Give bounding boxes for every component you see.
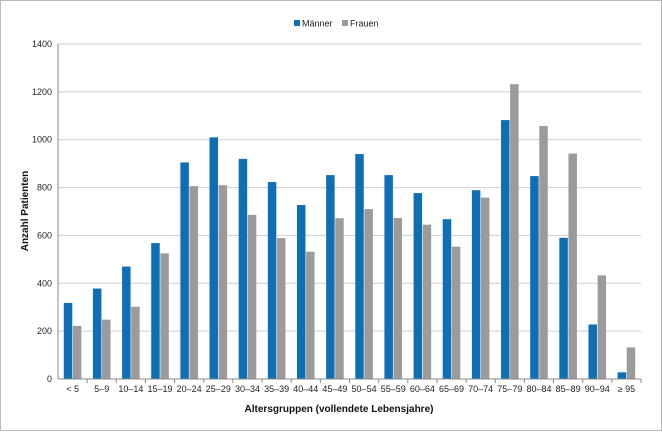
legend-label-frauen: Frauen (350, 19, 379, 29)
bar-frauen-8 (306, 251, 315, 379)
bar-maenner-3 (151, 243, 160, 379)
bar-frauen-11 (393, 217, 403, 379)
bar-frauen-1 (102, 319, 111, 379)
bar-maenner-4 (180, 162, 189, 379)
gridlines (58, 43, 641, 332)
bar-frauen-6 (247, 214, 257, 379)
bar-maenner-6 (238, 158, 248, 379)
bar-maenner-16 (530, 176, 539, 379)
axes: 0 200 400 600 800 1000 1200 1400 < 5 5–9 10–14 15–1… (32, 39, 642, 394)
bar-maenner-14 (471, 190, 481, 379)
bar-maenner-11 (384, 175, 393, 379)
x-tick-label: 55–59 (381, 384, 406, 394)
legend-label-maenner: Männer (302, 19, 333, 29)
y-tick-label: 0 (47, 374, 52, 384)
x-axis-title: Altersgruppen (vollendete Lebensjahre) (245, 404, 434, 415)
bar-maenner-18 (588, 324, 597, 379)
x-tick-label: 85–89 (556, 384, 581, 394)
x-tick-label: 45–49 (322, 384, 347, 394)
x-tick-label: 25–29 (206, 384, 231, 394)
y-tick-label: 400 (37, 278, 52, 288)
y-tick-label: 600 (37, 230, 52, 240)
bar-frauen-12 (422, 224, 432, 379)
bar-maenner-9 (326, 175, 335, 379)
bar-frauen-9 (335, 218, 344, 379)
bar-frauen-3 (160, 253, 169, 379)
bar-frauen-18 (597, 275, 607, 379)
bar-frauen-7 (276, 238, 286, 379)
y-tick-label: 1400 (32, 39, 52, 49)
x-tick-label: 30–34 (235, 384, 260, 394)
bar-frauen-17 (568, 153, 577, 379)
x-tick-label: 20–24 (177, 384, 202, 394)
x-tick-label: 60–64 (410, 384, 435, 394)
bar-frauen-5 (218, 185, 228, 379)
x-tick-label: 5–9 (94, 384, 109, 394)
bar-frauen-2 (131, 306, 140, 379)
bar-frauen-16 (539, 126, 548, 379)
bar-frauen-4 (189, 186, 198, 379)
x-tick-label: 35–39 (264, 384, 289, 394)
legend: Männer Frauen (294, 19, 379, 29)
bar-frauen-0 (72, 325, 82, 379)
bar-maenner-17 (559, 237, 568, 379)
y-tick-label: 200 (37, 326, 52, 336)
x-tick-label: 10–14 (118, 384, 143, 394)
bar-maenner-2 (122, 266, 131, 379)
x-tick-label: 70–74 (468, 384, 493, 394)
x-tick-label: 90–94 (585, 384, 610, 394)
bar-maenner-5 (209, 137, 219, 379)
bar-frauen-10 (364, 209, 373, 379)
y-tick-label: 1000 (32, 135, 52, 145)
legend-swatch-frauen (342, 20, 348, 26)
x-tick-label: ≥ 95 (618, 384, 635, 394)
bar-maenner-8 (296, 205, 306, 379)
bar-maenner-7 (267, 182, 277, 379)
x-tick-label: 75–79 (497, 384, 522, 394)
x-tick-label: 80–84 (526, 384, 551, 394)
bars (63, 84, 636, 379)
bar-maenner-1 (92, 288, 102, 379)
bar-maenner-13 (442, 219, 452, 379)
y-tick-label: 800 (37, 183, 52, 193)
bar-maenner-12 (413, 193, 423, 379)
bar-maenner-0 (63, 302, 73, 379)
bar-maenner-15 (501, 120, 510, 379)
bar-frauen-13 (451, 246, 461, 379)
y-axis-title: Anzahl Patienten (20, 171, 31, 252)
bar-frauen-19 (626, 347, 636, 379)
x-tick-label: 40–44 (293, 384, 318, 394)
x-tick-label: 65–69 (439, 384, 464, 394)
x-tick-label: 50–54 (352, 384, 377, 394)
x-tick-label: < 5 (66, 384, 79, 394)
bar-maenner-19 (617, 372, 627, 379)
bar-frauen-14 (480, 197, 490, 379)
bar-maenner-10 (355, 154, 364, 379)
bar-frauen-15 (510, 84, 519, 379)
y-tick-label: 1200 (32, 87, 52, 97)
x-tick-label: 15–19 (148, 384, 173, 394)
legend-swatch-maenner (294, 20, 300, 26)
